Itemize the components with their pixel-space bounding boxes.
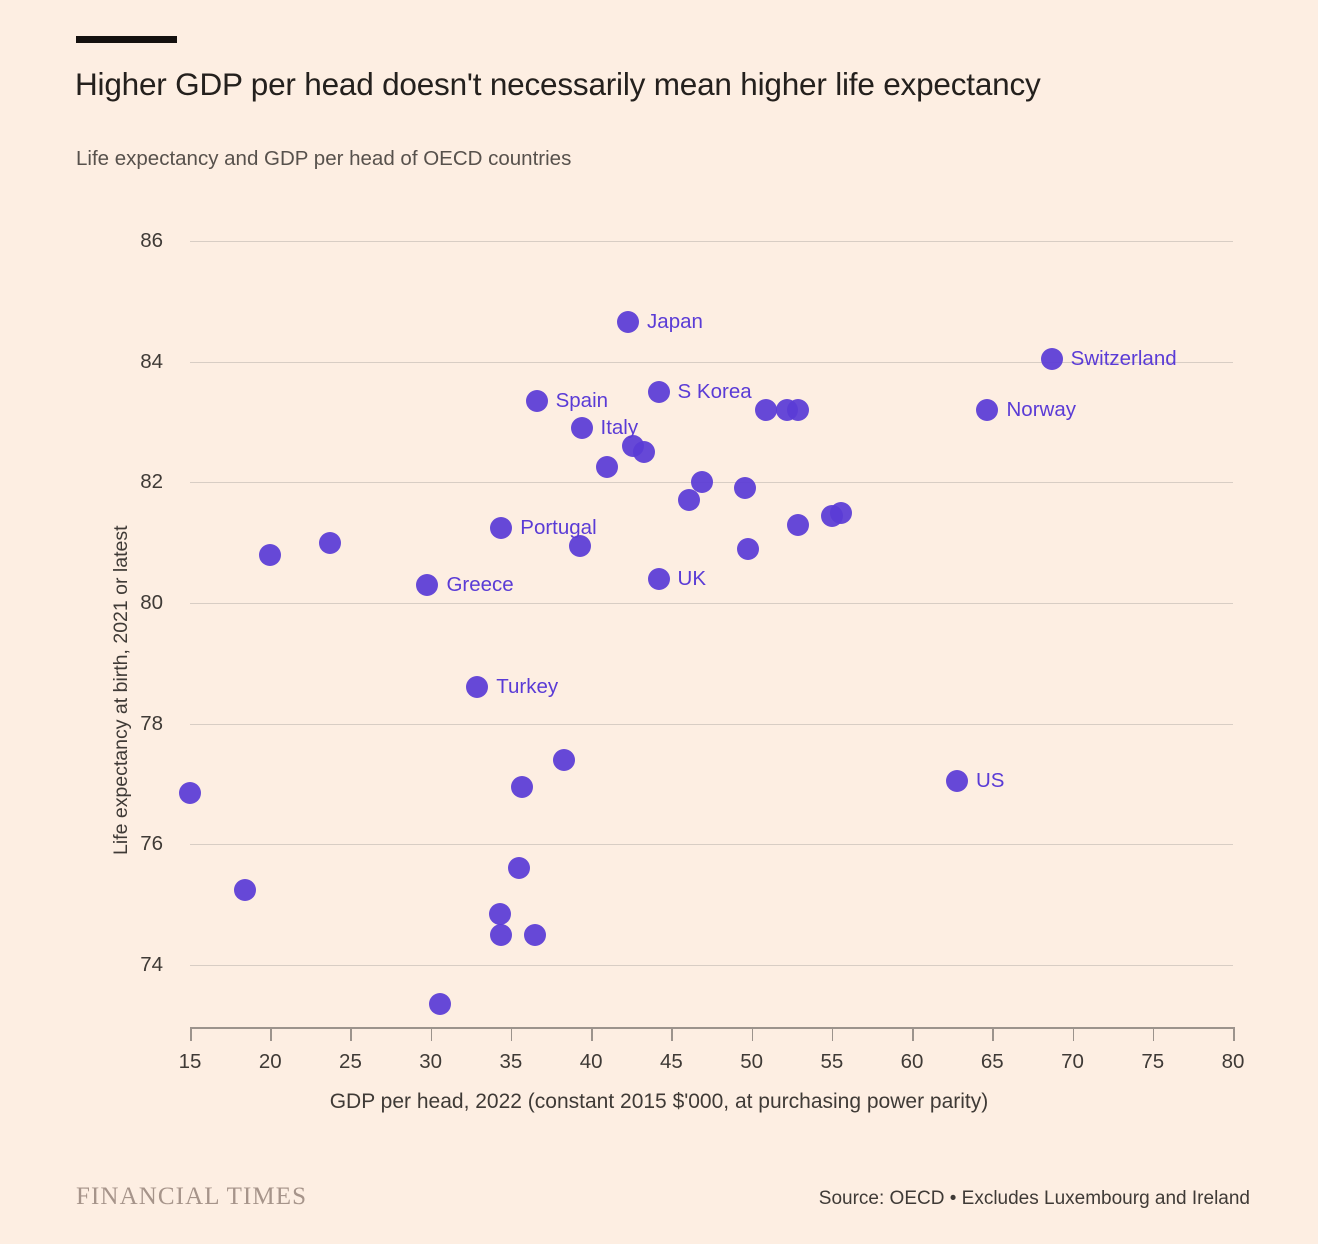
y-tick-label-80: 80 [140, 591, 163, 614]
data-point[interactable] [690, 471, 713, 494]
data-point[interactable] [233, 878, 256, 901]
ft-brand-logo: FINANCIAL TIMES [76, 1183, 308, 1210]
point-label-italy: Italy [600, 416, 639, 440]
y-tick-label-76: 76 [140, 832, 163, 856]
x-tick-30 [430, 1027, 433, 1041]
gridline-y-86 [190, 241, 1233, 242]
x-tick-label-25: 25 [339, 1050, 362, 1073]
data-point[interactable] [787, 513, 810, 536]
x-tick-label-60: 60 [900, 1050, 924, 1073]
data-point-uk[interactable] [647, 567, 670, 590]
point-label-us: US [976, 768, 1005, 792]
x-tick-60 [912, 1027, 914, 1041]
x-tick-40 [591, 1027, 593, 1041]
x-tick-label-75: 75 [1141, 1050, 1165, 1073]
data-point-italy[interactable] [570, 417, 593, 440]
x-tick-45 [671, 1027, 673, 1041]
data-point[interactable] [633, 441, 656, 464]
x-axis-title: GDP per head, 2022 (constant 2015 $'000,… [329, 1090, 989, 1113]
data-point[interactable] [552, 748, 575, 771]
data-point-s-korea[interactable] [647, 380, 670, 403]
x-tick-label-20: 20 [258, 1050, 282, 1073]
x-tick-70 [1072, 1027, 1075, 1041]
x-tick-15 [190, 1027, 192, 1041]
point-label-spain: Spain [555, 388, 609, 412]
data-point[interactable] [523, 923, 546, 946]
gridline-y-76 [190, 844, 1233, 846]
data-point[interactable] [429, 993, 452, 1016]
x-tick-label-65: 65 [980, 1050, 1004, 1073]
gridline-y-80 [190, 603, 1233, 604]
data-point[interactable] [488, 902, 511, 925]
x-tick-65 [992, 1027, 994, 1041]
data-point[interactable] [734, 477, 757, 500]
x-tick-label-40: 40 [579, 1050, 603, 1073]
y-tick-label-78: 78 [140, 711, 163, 735]
source-note: Source: OECD • Excludes Luxembourg and I… [818, 1188, 1250, 1209]
data-point-turkey[interactable] [466, 676, 489, 699]
point-label-greece: Greece [446, 572, 514, 596]
data-point-switzerland[interactable] [1040, 347, 1063, 370]
data-point[interactable] [830, 501, 853, 524]
data-point-portugal[interactable] [490, 516, 513, 539]
point-label-japan: Japan [647, 310, 703, 334]
point-label-uk: UK [677, 566, 707, 590]
data-point-greece[interactable] [416, 573, 439, 596]
x-tick-label-30: 30 [419, 1050, 443, 1073]
x-tick-75 [1152, 1027, 1155, 1041]
y-tick-label-82: 82 [140, 470, 163, 494]
data-point-japan[interactable] [617, 311, 640, 334]
data-point[interactable] [490, 923, 513, 946]
data-point[interactable] [507, 857, 530, 880]
x-tick-25 [350, 1027, 352, 1041]
x-tick-label-70: 70 [1061, 1050, 1084, 1073]
data-point[interactable] [787, 398, 810, 421]
page-subtitle: Life expectancy and GDP per head of OECD… [76, 147, 572, 170]
point-label-switzerland: Switzerland [1070, 346, 1177, 370]
x-tick-20 [270, 1027, 272, 1041]
x-tick-55 [831, 1027, 834, 1041]
y-axis-title: Life expectancy at birth, 2021 or latest [110, 525, 132, 855]
data-point[interactable] [755, 398, 778, 421]
gridline-y-78 [190, 723, 1233, 725]
x-tick-label-80: 80 [1221, 1050, 1245, 1073]
y-tick-label-86: 86 [140, 229, 163, 252]
point-label-s-korea: S Korea [677, 379, 752, 403]
x-tick-label-15: 15 [178, 1050, 202, 1073]
x-tick-label-55: 55 [820, 1050, 844, 1073]
data-point-us[interactable] [946, 769, 968, 792]
data-point[interactable] [259, 543, 282, 566]
x-axis-line [190, 1027, 1233, 1029]
x-tick-label-45: 45 [659, 1050, 683, 1073]
x-tick-35 [510, 1027, 513, 1041]
data-point[interactable] [511, 776, 534, 799]
data-point[interactable] [179, 782, 201, 805]
y-tick-label-84: 84 [140, 349, 163, 373]
x-tick-50 [751, 1027, 754, 1041]
data-point[interactable] [737, 537, 760, 560]
point-label-portugal: Portugal [520, 515, 597, 539]
x-tick-80 [1233, 1027, 1235, 1041]
plot-area: 74 76 78 80 82 84 86 15 20 25 30 35 40 45 50 55 60 65 70 75… [140, 230, 1244, 1073]
data-point[interactable] [568, 534, 591, 557]
title-rule-bar [76, 36, 177, 43]
data-point-norway[interactable] [976, 398, 999, 421]
point-label-turkey: Turkey [496, 675, 559, 699]
y-tick-label-74: 74 [140, 953, 163, 976]
x-tick-label-50: 50 [740, 1050, 764, 1073]
page-title: Higher GDP per head doesn't necessarily … [75, 66, 1041, 102]
data-point[interactable] [318, 531, 341, 554]
gridline-y-84 [190, 361, 1233, 363]
data-point[interactable] [596, 456, 619, 479]
data-point[interactable] [678, 489, 701, 512]
data-point-spain[interactable] [525, 389, 548, 412]
point-label-norway: Norway [1006, 397, 1076, 421]
gridline-y-74 [190, 965, 1233, 966]
x-tick-label-35: 35 [499, 1050, 523, 1073]
